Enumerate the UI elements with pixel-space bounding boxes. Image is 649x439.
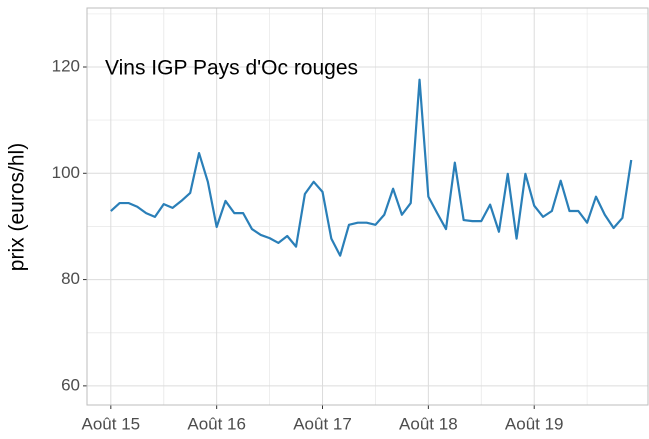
x-tick-label: Août 16 (187, 414, 246, 433)
x-tick-label: Août 18 (399, 414, 458, 433)
y-tick-label: 120 (52, 56, 80, 75)
x-tick-label: Août 17 (293, 414, 352, 433)
y-axis-label: prix (euros/hl) (6, 143, 29, 271)
annotation: Vins IGP Pays d'Oc rouges (105, 57, 358, 80)
y-tick-label: 100 (52, 163, 80, 182)
panel-border (86, 7, 649, 406)
y-tick-label: 60 (61, 375, 80, 394)
y-tick-label: 80 (61, 269, 80, 288)
x-tick-label: Août 15 (82, 414, 141, 433)
line-series (110, 78, 633, 257)
x-tick-label: Août 19 (505, 414, 564, 433)
